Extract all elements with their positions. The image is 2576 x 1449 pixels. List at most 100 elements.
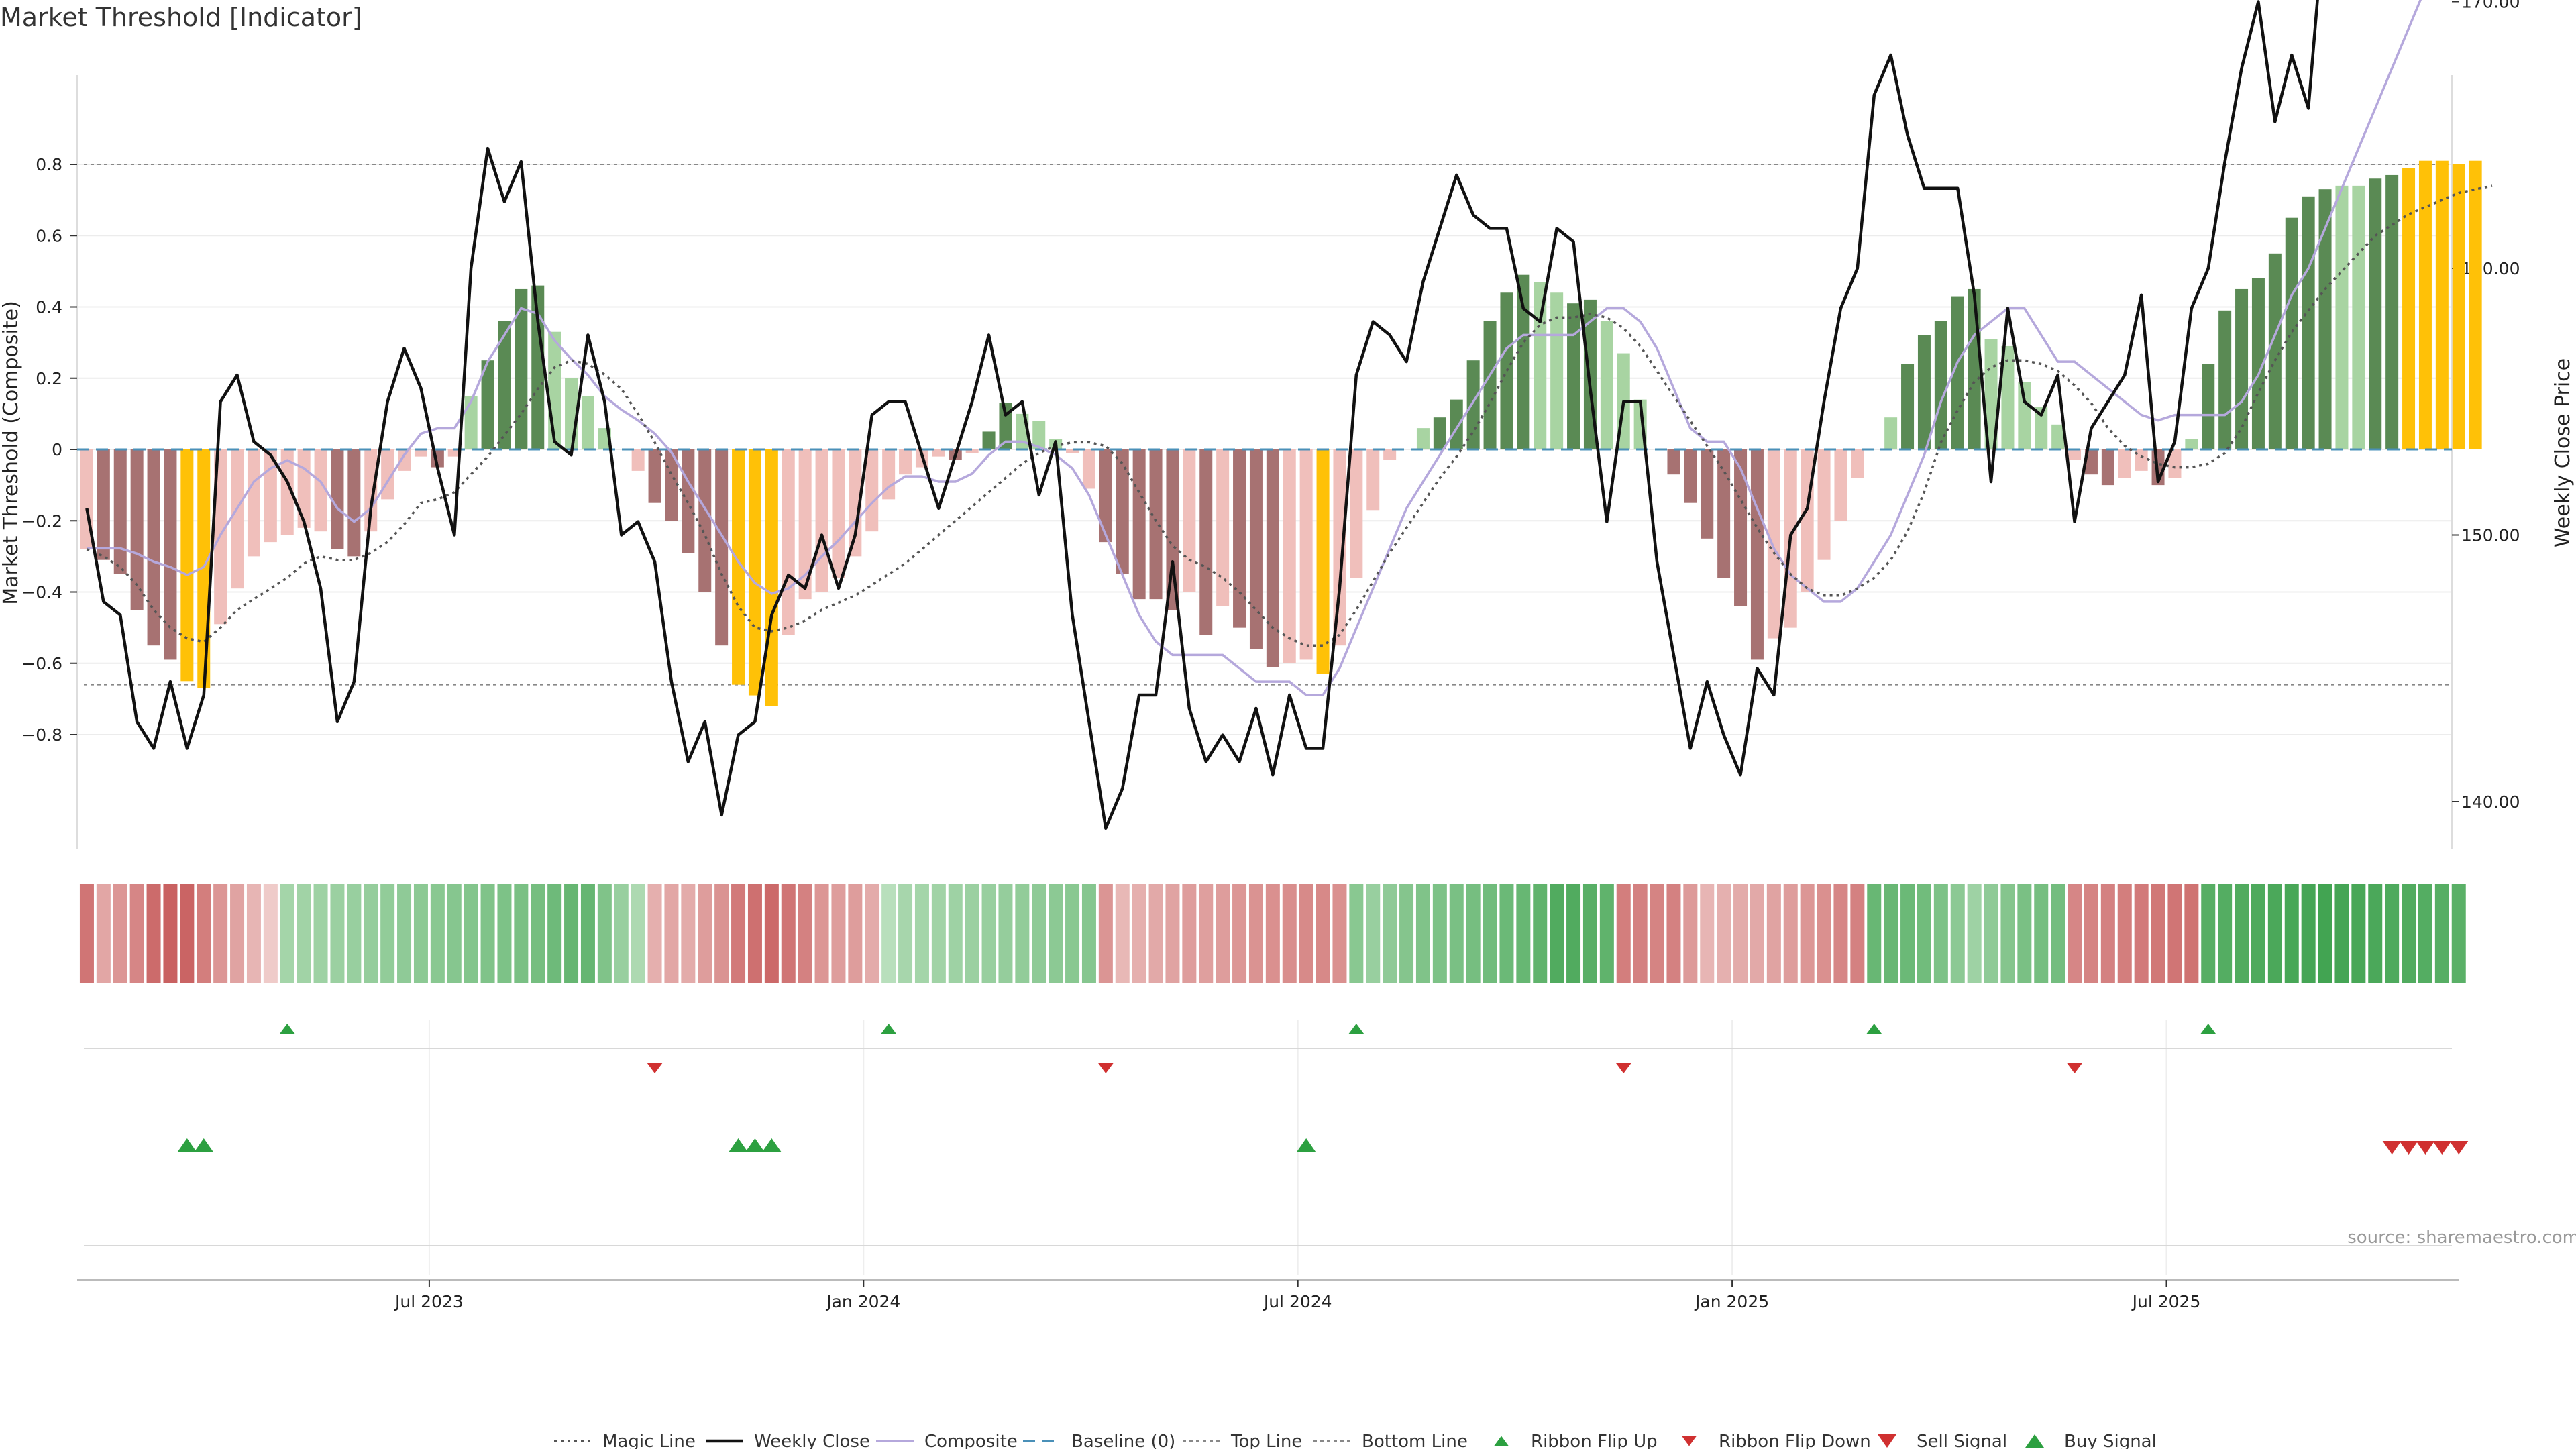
composite-bar (2084, 449, 2098, 475)
composite-bar (1917, 335, 1931, 449)
composite-bar (932, 449, 945, 457)
composite-bar (2218, 310, 2232, 449)
composite-bar (414, 449, 427, 457)
ribbon-cell (597, 884, 612, 983)
composite-bar (1684, 449, 1697, 503)
composite-bar (1283, 449, 1296, 663)
composite-bar (1199, 449, 1213, 635)
legend-label: Ribbon Flip Down (1719, 1432, 1871, 1449)
ribbon-cell (631, 884, 645, 983)
composite-bar (97, 449, 110, 560)
y2-tick-label: 170.00 (2461, 0, 2520, 12)
ribbon-cell (2318, 884, 2332, 983)
ribbon-cell (297, 884, 311, 983)
composite-bar (1466, 360, 1480, 449)
ribbon-cell (1582, 884, 1597, 983)
composite-bar (180, 449, 194, 682)
ribbon-cell (1065, 884, 1080, 983)
composite-bar (314, 449, 327, 532)
ribbon-cell (2368, 884, 2383, 983)
composite-bar (1734, 449, 1748, 606)
ribbon-cell (180, 884, 195, 983)
ribbon-cell (1415, 884, 1430, 983)
ribbon-cell (313, 884, 328, 983)
composite-bar (2135, 449, 2148, 471)
composite-bar (1534, 282, 1547, 449)
composite-bar (999, 402, 1012, 449)
ribbon-cell (480, 884, 495, 983)
ribbon-cell (531, 884, 545, 983)
ribbon-cell (698, 884, 712, 983)
buy-signal-marker (762, 1138, 782, 1152)
ribbon-cell (2201, 884, 2216, 983)
ribbon-cell (2034, 884, 2049, 983)
ribbon-cell (1733, 884, 1748, 983)
ribbon-cell (263, 884, 278, 983)
ribbon-cell (1950, 884, 1965, 983)
y-tick-label: 0.8 (36, 155, 62, 174)
x-tick-label: Jul 2024 (1263, 1292, 1332, 1311)
composite-bar (1701, 449, 1714, 539)
composite-bar (1166, 449, 1179, 610)
ribbon-cell (1032, 884, 1046, 983)
ribbon-flip-down-marker (2066, 1063, 2083, 1073)
ribbon-cell (1900, 884, 1915, 983)
composite-bar (815, 449, 828, 592)
chart-title: Market Threshold [Indicator] (0, 3, 362, 32)
composite-bar (264, 449, 277, 543)
ribbon-cell (1533, 884, 1548, 983)
composite-bar (2202, 364, 2215, 449)
composite-bar (2418, 160, 2432, 449)
ribbon-cell (380, 884, 395, 983)
composite-bar (1333, 449, 1346, 646)
ribbon-cell (1599, 884, 1614, 983)
composite-bar (1099, 449, 1112, 543)
ribbon-cell (1015, 884, 1030, 983)
legend-item: Sell Signal (1917, 1432, 2007, 1449)
ribbon-cell (1115, 884, 1130, 983)
ribbon-cell (1616, 884, 1631, 983)
x-tick-label: Jan 2025 (1694, 1292, 1769, 1311)
ribbon-cell (1299, 884, 1313, 983)
ribbon-cell (580, 884, 595, 983)
ribbon-cell (1466, 884, 1481, 983)
ribbon-cell (1566, 884, 1581, 983)
ribbon-cell (1933, 884, 1948, 983)
magic-line (86, 184, 2493, 647)
y2-axis-label: Weekly Close Price (2551, 358, 2575, 547)
legend-symbol (1494, 1436, 1509, 1446)
composite-bar (2268, 253, 2282, 449)
composite-bar (1149, 449, 1163, 600)
legend-label: Bottom Line (1362, 1432, 1468, 1449)
ribbon-cell (1182, 884, 1197, 983)
ribbon-cell (714, 884, 729, 983)
ribbon-cell (2084, 884, 2098, 983)
ribbon-cell (2167, 884, 2182, 983)
composite-bar (1299, 449, 1313, 660)
ribbon-cell (1332, 884, 1347, 983)
composite-bar (231, 449, 244, 589)
composite-bar (297, 449, 311, 528)
composite-bar (1366, 449, 1380, 511)
legend-label: Buy Signal (2064, 1432, 2157, 1449)
ribbon-cell (1783, 884, 1798, 983)
composite-line (87, 0, 2422, 696)
y-tick-label: 0.2 (36, 369, 62, 388)
ribbon-cell (1499, 884, 1514, 983)
ribbon-cell (1800, 884, 1815, 983)
composite-bar (1968, 288, 1981, 449)
composite-bar (1717, 449, 1731, 578)
composite-bar (732, 449, 745, 685)
ribbon-cell (1316, 884, 1330, 983)
composite-bar (498, 321, 511, 449)
ribbon-cell (1984, 884, 1998, 983)
ribbon-flip-up-marker (880, 1024, 897, 1034)
composite-bar (2369, 178, 2382, 449)
ribbon-cell (413, 884, 428, 983)
ribbon-cell (2151, 884, 2165, 983)
composite-bar (698, 449, 712, 592)
composite-bar (2452, 164, 2465, 449)
legend-item: Ribbon Flip Up (1531, 1432, 1658, 1449)
ribbon-cell (1884, 884, 1898, 983)
ribbon-cell (347, 884, 362, 983)
